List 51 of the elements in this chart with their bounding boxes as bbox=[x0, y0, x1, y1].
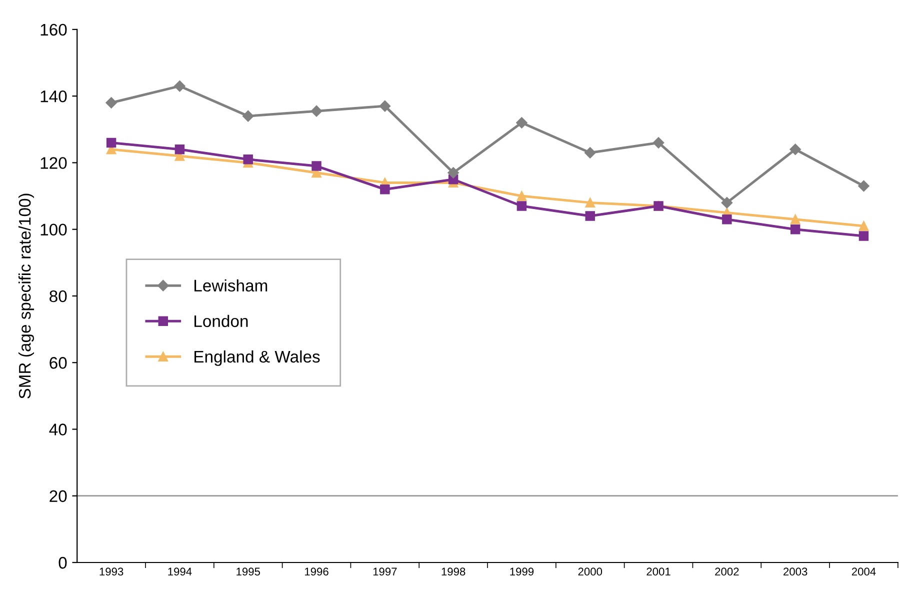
point bbox=[242, 110, 254, 122]
x-tick-label: 2003 bbox=[784, 568, 808, 576]
x-tick-label: 1998 bbox=[442, 568, 466, 576]
point bbox=[174, 144, 185, 154]
y-tick-label: 160 bbox=[40, 24, 67, 36]
point bbox=[106, 138, 116, 148]
x-tick-label: 1993 bbox=[100, 568, 124, 576]
point bbox=[858, 221, 869, 231]
y-tick-label: 40 bbox=[49, 424, 67, 436]
x-tick-label: 1994 bbox=[168, 568, 192, 576]
point bbox=[243, 154, 253, 164]
y-tick-label: 100 bbox=[40, 224, 67, 236]
x-tick-label: 1997 bbox=[373, 568, 397, 576]
point bbox=[174, 80, 186, 92]
x-tick-label: 2000 bbox=[578, 568, 602, 576]
point bbox=[516, 201, 527, 211]
y-axis-title: SMR (age specific rate/100) bbox=[18, 194, 34, 398]
x-tick-label: 2002 bbox=[715, 568, 739, 576]
point bbox=[858, 231, 869, 241]
point bbox=[790, 224, 800, 234]
legend-label: England & Wales bbox=[194, 350, 320, 366]
y-tick-label: 60 bbox=[50, 357, 67, 369]
y-tick-label: 120 bbox=[40, 157, 67, 169]
point bbox=[379, 100, 391, 112]
x-tick-label: 2004 bbox=[852, 568, 876, 576]
legend-label: Lewisham bbox=[194, 279, 268, 292]
legend-label: London bbox=[194, 314, 248, 328]
point bbox=[790, 144, 801, 155]
y-tick-label: 0 bbox=[58, 556, 67, 569]
y-tick-label: 80 bbox=[50, 290, 67, 302]
point bbox=[721, 197, 733, 208]
point bbox=[722, 214, 732, 224]
point bbox=[585, 198, 595, 208]
y-tick-label: 140 bbox=[40, 90, 67, 102]
y-tick-label: 20 bbox=[50, 490, 67, 502]
point bbox=[858, 180, 870, 192]
x-tick-label: 1995 bbox=[236, 568, 260, 576]
x-tick-label: 2001 bbox=[646, 568, 670, 576]
point bbox=[310, 105, 322, 117]
x-tick-label: 1996 bbox=[304, 568, 328, 576]
point bbox=[790, 214, 800, 224]
x-tick-label: 1999 bbox=[510, 568, 534, 576]
point bbox=[584, 147, 596, 158]
point bbox=[516, 191, 527, 201]
point bbox=[380, 184, 390, 194]
point bbox=[516, 117, 528, 128]
point bbox=[448, 167, 459, 178]
point bbox=[652, 137, 664, 148]
point bbox=[585, 211, 595, 221]
point bbox=[312, 161, 322, 171]
point bbox=[106, 97, 117, 108]
